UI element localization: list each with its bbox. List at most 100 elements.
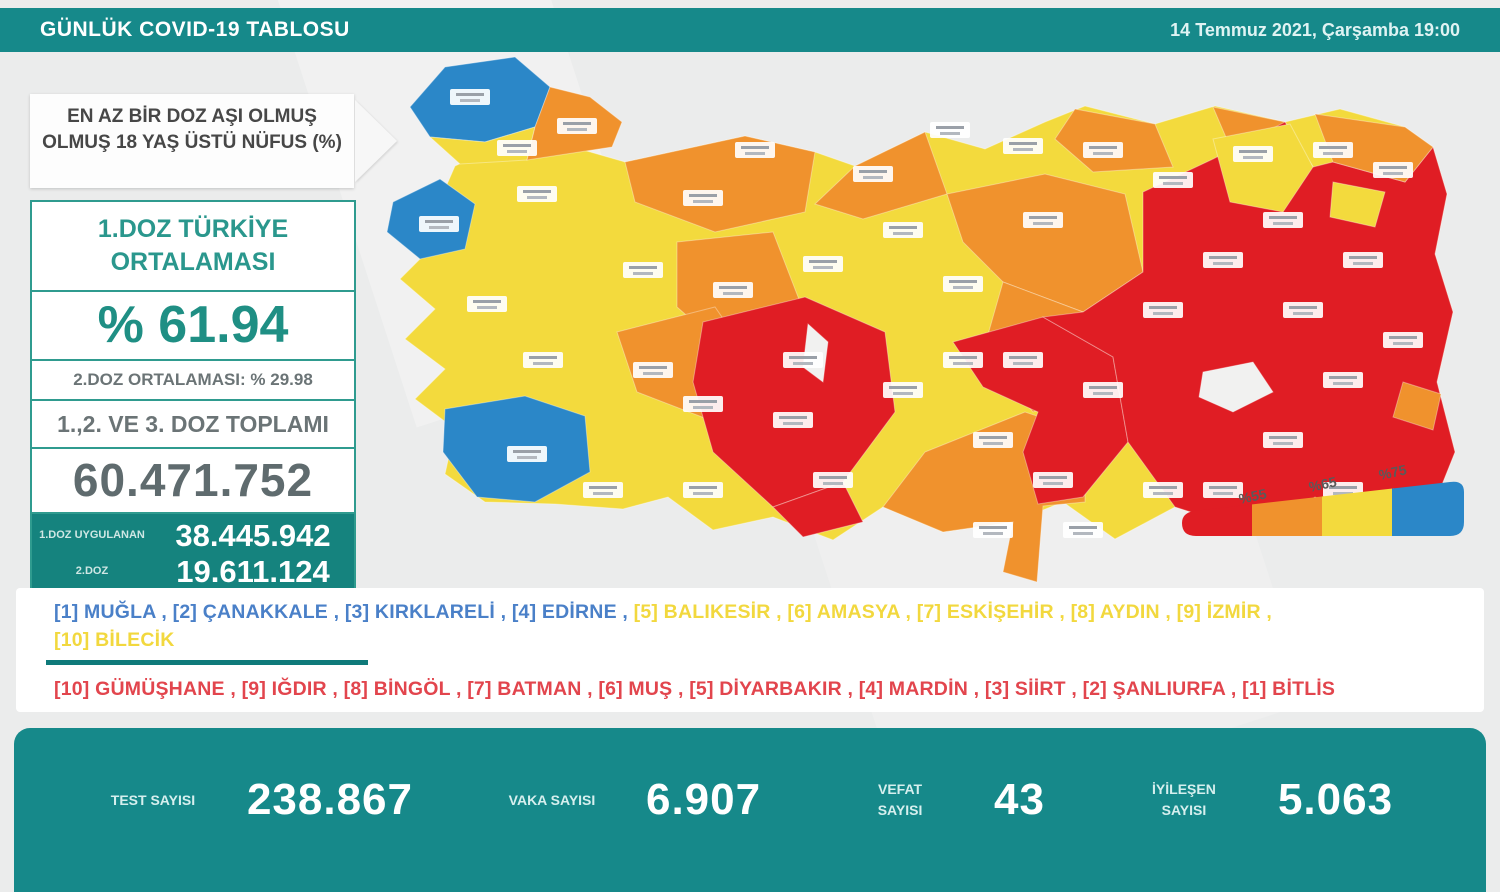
province-label-chip xyxy=(973,432,1013,448)
province-label-chip xyxy=(1083,382,1123,398)
recovered-count-value: 5.063 xyxy=(1277,775,1394,824)
legend-tick-label: %55 xyxy=(1237,485,1268,507)
province-label-chip xyxy=(1383,332,1423,348)
total-doses-value: 60.471.752 xyxy=(32,449,354,515)
province-label-chip xyxy=(1083,142,1123,158)
province-label-chip xyxy=(883,222,923,238)
teal-divider xyxy=(46,660,368,665)
province-label-chip xyxy=(683,482,723,498)
province-label-chip xyxy=(1313,142,1353,158)
province-label-chip xyxy=(497,140,537,156)
province-label-chip xyxy=(467,296,507,312)
map-region xyxy=(1392,381,1442,431)
province-label-chip xyxy=(813,472,853,488)
province-rankings-band: [1] MUĞLA , [2] ÇANAKKALE , [3] KIRKLARE… xyxy=(16,588,1484,712)
province-label-chip xyxy=(1263,432,1303,448)
province-label-chip xyxy=(1153,172,1193,188)
province-label-chip xyxy=(803,256,843,272)
top-provinces-blue: [1] MUĞLA , [2] ÇANAKKALE , [3] KIRKLARE… xyxy=(54,601,634,623)
map-metric-description: EN AZ BİR DOZ AŞI OLMUŞ OLMUŞ 18 YAŞ ÜST… xyxy=(30,94,354,188)
dose1-average-value: % 61.94 xyxy=(32,292,354,361)
map-region xyxy=(1041,121,1456,533)
test-count-stat: TEST SAYISI 238.867 xyxy=(107,775,413,825)
dose2-administered-value: 19.611.124 xyxy=(176,554,330,590)
province-label-chip xyxy=(507,446,547,462)
recovered-count-label: İYİLEŞEN SAYISI xyxy=(1152,781,1216,818)
province-label-chip xyxy=(683,396,723,412)
province-label-chip xyxy=(883,382,923,398)
province-label-chip xyxy=(1233,146,1273,162)
doses-administered-section: 1.DOZ UYGULANAN 38.445.942 2.DOZ 19.611.… xyxy=(32,514,354,590)
death-count-value: 43 xyxy=(994,775,1045,824)
province-label-chip xyxy=(1003,352,1043,368)
province-label-chip xyxy=(517,186,557,202)
bottom-provinces-line: [10] GÜMÜŞHANE , [9] IĞDIR , [8] BİNGÖL … xyxy=(54,678,1336,700)
death-count-label: VEFAT SAYISI xyxy=(877,781,923,818)
province-label-chip xyxy=(1033,472,1073,488)
province-label-chip xyxy=(943,276,983,292)
top-provinces-line-2: [10] BİLECİK xyxy=(54,629,175,651)
province-label-chip xyxy=(1003,138,1043,154)
vaccination-stats-panel: 1.DOZ TÜRKİYE ORTALAMASI % 61.94 2.DOZ O… xyxy=(30,200,356,592)
arrow-right-icon xyxy=(355,100,397,182)
dose1-administered-value: 38.445.942 xyxy=(175,518,331,554)
province-label-chip xyxy=(1283,302,1323,318)
province-label-chip xyxy=(853,166,893,182)
province-label-chip xyxy=(735,142,775,158)
province-label-chip xyxy=(713,282,753,298)
province-label-chip xyxy=(973,522,1013,538)
province-label-chip xyxy=(623,262,663,278)
legend-tick-label: %75 xyxy=(1377,464,1408,483)
province-label-chip xyxy=(583,482,623,498)
province-label-chip xyxy=(683,190,723,206)
legend-tick-label: %65 xyxy=(1307,473,1338,495)
top-provinces-line: [1] MUĞLA , [2] ÇANAKKALE , [3] KIRKLARE… xyxy=(54,598,1464,626)
province-label-chip xyxy=(1263,212,1303,228)
dose1-administered-row: 1.DOZ UYGULANAN 38.445.942 xyxy=(32,518,354,554)
top-provinces-yellow: [5] BALIKESİR , [6] AMASYA , [7] ESKİŞEH… xyxy=(633,601,1273,623)
province-label-chip xyxy=(930,122,970,138)
death-count-stat: VEFAT SAYISI 43 xyxy=(854,775,1045,825)
case-count-label: VAKA SAYISI xyxy=(508,791,596,808)
province-label-chip xyxy=(1143,302,1183,318)
province-label-chip xyxy=(557,118,597,134)
map-region xyxy=(772,481,864,538)
total-doses-title: 1.,2. VE 3. DOZ TOPLAMI xyxy=(32,401,354,449)
province-label-chip xyxy=(419,216,459,232)
province-label-chip xyxy=(1063,522,1103,538)
province-label-chip xyxy=(1023,212,1063,228)
province-label-chip xyxy=(450,89,490,105)
province-label-chip xyxy=(1343,252,1383,268)
map-region xyxy=(1329,181,1386,228)
province-label-chip xyxy=(1373,162,1413,178)
page-title: GÜNLÜK COVID-19 TABLOSU xyxy=(40,18,350,41)
dose1-average-title: 1.DOZ TÜRKİYE ORTALAMASI xyxy=(32,202,354,292)
province-label-chip xyxy=(1323,372,1363,388)
map-region xyxy=(624,135,816,233)
header-bar: GÜNLÜK COVID-19 TABLOSU 14 Temmuz 2021, … xyxy=(0,8,1500,52)
turkey-map-svg xyxy=(386,56,1456,583)
turkey-choropleth-map xyxy=(385,54,1485,594)
province-label-chip xyxy=(1143,482,1183,498)
test-count-label: TEST SAYISI xyxy=(110,791,196,808)
report-datetime: 14 Temmuz 2021, Çarşamba 19:00 xyxy=(1170,19,1460,40)
province-label-chip xyxy=(633,362,673,378)
case-count-stat: VAKA SAYISI 6.907 xyxy=(506,775,761,825)
province-label-chip xyxy=(1203,252,1243,268)
dose2-administered-row: 2.DOZ 19.611.124 xyxy=(32,554,354,590)
province-label-chip xyxy=(943,352,983,368)
dose2-average-line: 2.DOZ ORTALAMASI: % 29.98 xyxy=(32,361,354,402)
recovered-count-stat: İYİLEŞEN SAYISI 5.063 xyxy=(1138,775,1393,825)
province-label-chip xyxy=(773,412,813,428)
case-count-value: 6.907 xyxy=(645,775,762,824)
daily-stats-bar: TEST SAYISI 238.867 VAKA SAYISI 6.907 VE… xyxy=(14,728,1486,892)
dose2-administered-label: 2.DOZ xyxy=(75,565,109,578)
test-count-value: 238.867 xyxy=(246,775,414,824)
map-color-legend: %55 %65 %75 xyxy=(1178,461,1470,544)
province-label-chip xyxy=(783,352,823,368)
map-region xyxy=(1198,361,1274,413)
province-label-chip xyxy=(523,352,563,368)
dose1-administered-label: 1.DOZ UYGULANAN xyxy=(39,529,145,542)
province-label-chip xyxy=(1203,482,1243,498)
